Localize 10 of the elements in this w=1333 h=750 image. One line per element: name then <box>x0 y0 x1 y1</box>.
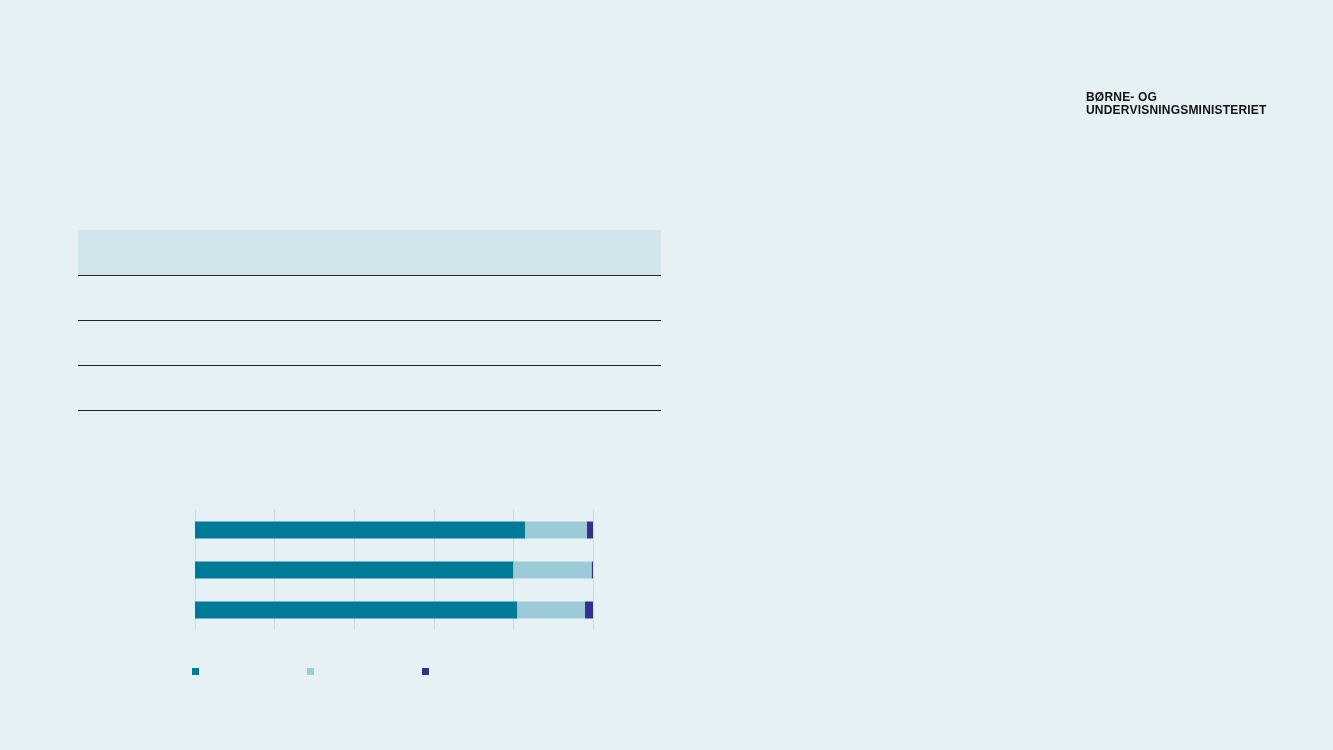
bar <box>195 561 514 579</box>
text: BØRNE- OG <box>1086 90 1159 104</box>
bar <box>195 521 526 539</box>
bar <box>513 561 592 579</box>
bar <box>517 601 586 619</box>
bar <box>587 521 593 539</box>
text: UNDERVISNINGSMINISTERIET <box>1086 103 1267 117</box>
bar <box>195 601 518 619</box>
bar <box>525 521 588 539</box>
bar <box>585 601 593 619</box>
